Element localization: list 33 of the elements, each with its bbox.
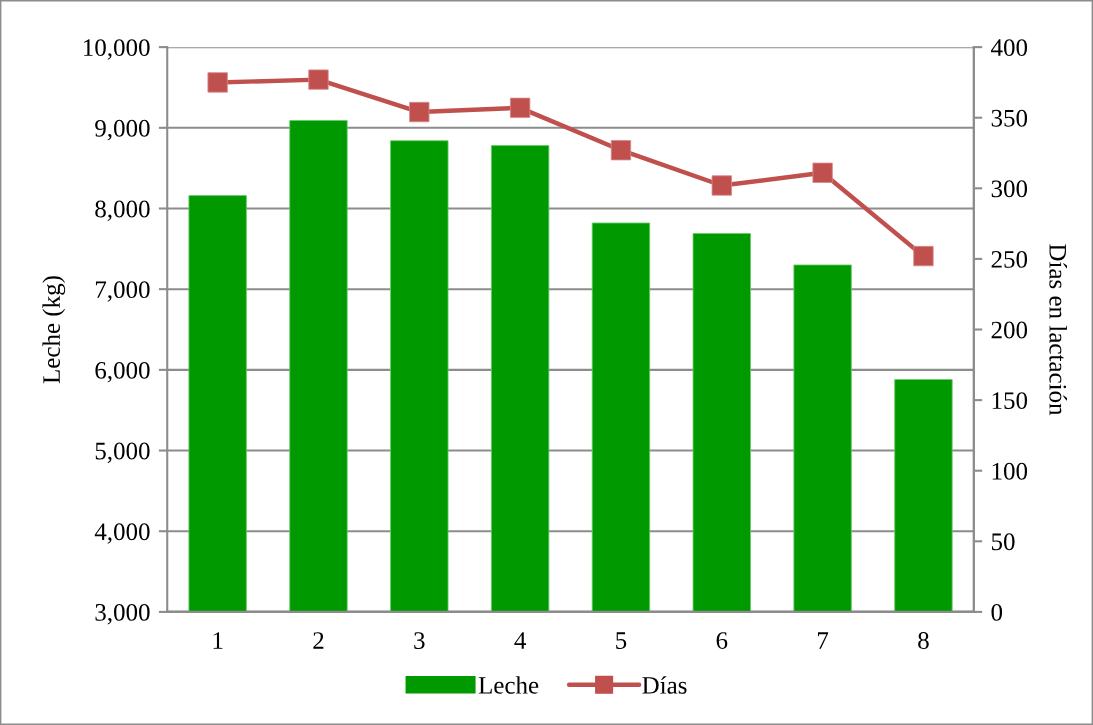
point — [509, 97, 531, 118]
point — [409, 101, 430, 123]
y2-tick-label: 200 — [991, 321, 1028, 339]
y2-tick-label: 300 — [991, 180, 1028, 198]
y-axis-title: Leche (kg) — [42, 276, 66, 384]
y-tick-label: 4,000 — [94, 523, 150, 544]
point — [610, 140, 632, 161]
y2-axis-title: Días en lactación — [1049, 244, 1067, 416]
x-tick-label: 1 — [213, 632, 223, 649]
y-tick-label: 8,000 — [95, 200, 150, 222]
x-tick-label: 8 — [918, 632, 929, 649]
x-tick-label: 6 — [716, 632, 728, 649]
legend-label: Días — [642, 676, 687, 694]
y-tick-label: 5,000 — [95, 442, 150, 464]
x-tick-label: 7 — [818, 632, 829, 649]
y-tick-label: 6,000 — [95, 361, 150, 383]
x-tick-label: 5 — [616, 632, 627, 649]
y-tick-label: 9,000 — [95, 119, 150, 141]
x-tick-label: 4 — [514, 632, 526, 649]
y2-tick-label: 100 — [992, 462, 1028, 480]
y2-tick-label: 150 — [992, 392, 1028, 410]
y-tick-label: 10,000 — [84, 39, 150, 60]
y-tick-label: 7,000 — [95, 281, 150, 302]
x-tick-label: 3 — [414, 632, 425, 649]
y2-tick-label: 50 — [991, 533, 1015, 551]
y-tick-label: 3,000 — [95, 603, 150, 625]
y2-tick-label: 400 — [991, 39, 1028, 57]
y2-tick-label: 250 — [991, 250, 1028, 268]
y2-tick-label: 350 — [991, 109, 1028, 127]
point — [812, 162, 833, 183]
x-tick-label: 2 — [313, 632, 324, 649]
legend-label: Leche — [478, 676, 539, 694]
y2-tick-label: 0 — [991, 603, 1003, 621]
